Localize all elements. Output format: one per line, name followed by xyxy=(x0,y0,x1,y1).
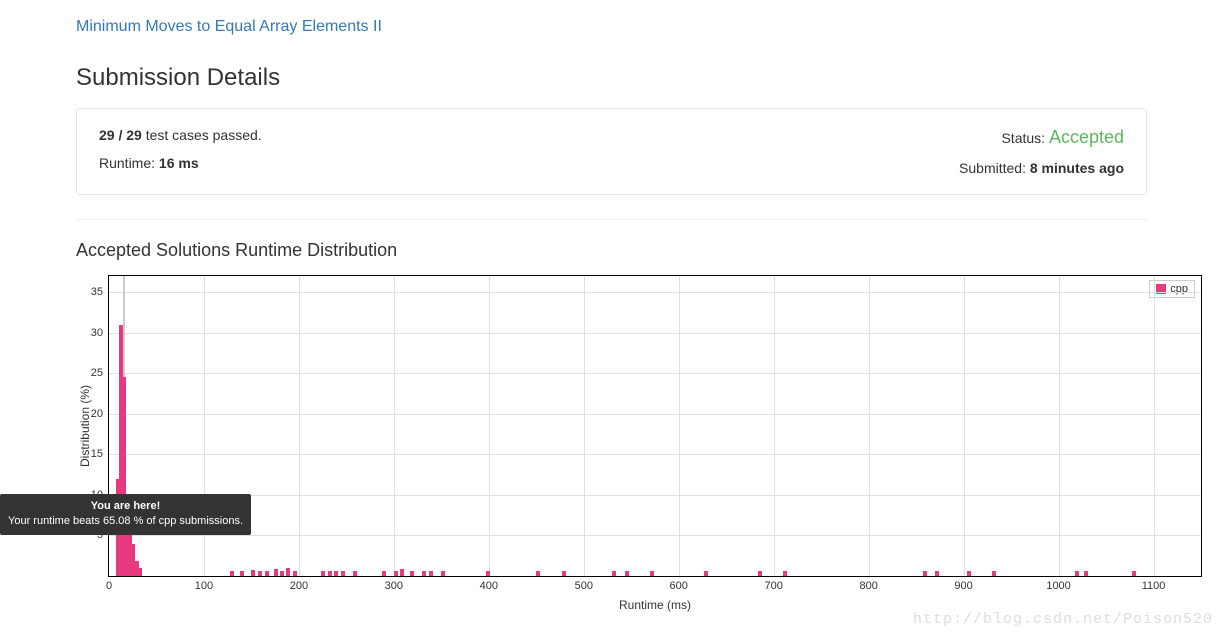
runtime-value: 16 ms xyxy=(159,155,199,171)
chart-legend: cpp xyxy=(1149,280,1195,298)
grid-line xyxy=(394,276,395,576)
chart-bar[interactable] xyxy=(286,568,290,576)
chart-bar[interactable] xyxy=(1084,571,1088,576)
testcases-line: 29 / 29 test cases passed. xyxy=(99,127,262,143)
testcases-passed-count: 29 / 29 xyxy=(99,127,142,143)
grid-line xyxy=(109,454,1201,455)
grid-line xyxy=(109,535,1201,536)
x-tick-label: 1100 xyxy=(1142,580,1166,592)
chart-bar[interactable] xyxy=(280,571,284,576)
x-tick-label: 400 xyxy=(480,580,498,592)
grid-line xyxy=(109,495,1201,496)
chart-bar[interactable] xyxy=(758,571,762,576)
grid-line xyxy=(109,292,1201,293)
chart-bar[interactable] xyxy=(138,568,142,576)
submission-details-box: 29 / 29 test cases passed. Runtime: 16 m… xyxy=(76,108,1147,195)
grid-line xyxy=(1154,276,1155,576)
section-title: Submission Details xyxy=(76,64,1147,92)
grid-line xyxy=(1059,276,1060,576)
chart-bar[interactable] xyxy=(1132,571,1136,576)
tooltip-body: Your runtime beats 65.08 % of cpp submis… xyxy=(8,514,243,529)
grid-line xyxy=(584,276,585,576)
chart-bar[interactable] xyxy=(321,571,325,576)
grid-line xyxy=(109,333,1201,334)
chart-bar[interactable] xyxy=(258,571,262,576)
chart-bar[interactable] xyxy=(992,571,996,576)
chart-bar[interactable] xyxy=(394,571,398,576)
chart-bar[interactable] xyxy=(328,571,332,576)
grid-line xyxy=(774,276,775,576)
chart-bar[interactable] xyxy=(429,571,433,576)
chart-bar[interactable] xyxy=(935,571,939,576)
grid-line xyxy=(679,276,680,576)
chart-bar[interactable] xyxy=(486,571,490,576)
y-tick-label: 15 xyxy=(91,448,103,460)
runtime-line: Runtime: 16 ms xyxy=(99,155,262,171)
x-tick-label: 1000 xyxy=(1046,580,1070,592)
chart-bar[interactable] xyxy=(536,571,540,576)
x-axis-label: Runtime (ms) xyxy=(619,598,691,612)
chart-bar[interactable] xyxy=(625,571,629,576)
problem-title-link[interactable]: Minimum Moves to Equal Array Elements II xyxy=(76,18,382,35)
chart-bar[interactable] xyxy=(341,571,345,576)
y-tick-label: 20 xyxy=(91,408,103,420)
x-tick-label: 0 xyxy=(106,580,112,592)
chart-bar[interactable] xyxy=(1075,571,1079,576)
chart-bar[interactable] xyxy=(382,571,386,576)
chart-bar[interactable] xyxy=(422,571,426,576)
status-value: Accepted xyxy=(1049,127,1124,147)
chart-bar[interactable] xyxy=(230,571,234,576)
chart-bar[interactable] xyxy=(562,571,566,576)
submitted-label: Submitted: xyxy=(959,160,1030,176)
divider xyxy=(76,219,1147,220)
y-tick-label: 30 xyxy=(91,327,103,339)
x-tick-label: 200 xyxy=(290,580,308,592)
chart-bar[interactable] xyxy=(265,571,269,576)
runtime-distribution-chart[interactable]: Distribution (%) Runtime (ms) cpp 510152… xyxy=(108,275,1202,577)
y-tick-label: 25 xyxy=(91,367,103,379)
chart-bar[interactable] xyxy=(353,571,357,576)
chart-bar[interactable] xyxy=(441,571,445,576)
grid-line xyxy=(964,276,965,576)
submitted-value: 8 minutes ago xyxy=(1030,160,1124,176)
chart-title: Accepted Solutions Runtime Distribution xyxy=(76,240,1147,261)
chart-bar[interactable] xyxy=(704,571,708,576)
chart-bar[interactable] xyxy=(967,571,971,576)
status-label: Status: xyxy=(1001,130,1048,146)
chart-bar[interactable] xyxy=(274,569,278,576)
grid-line xyxy=(869,276,870,576)
x-tick-label: 500 xyxy=(575,580,593,592)
chart-bar[interactable] xyxy=(251,570,255,576)
x-tick-label: 800 xyxy=(859,580,877,592)
submitted-line: Submitted: 8 minutes ago xyxy=(959,160,1124,176)
tooltip-title: You are here! xyxy=(8,499,243,514)
chart-bar[interactable] xyxy=(400,569,404,576)
x-tick-label: 600 xyxy=(670,580,688,592)
you-are-here-tooltip: You are here! Your runtime beats 65.08 %… xyxy=(0,494,251,535)
status-line: Status: Accepted xyxy=(959,127,1124,148)
x-tick-label: 900 xyxy=(954,580,972,592)
chart-bar[interactable] xyxy=(334,571,338,576)
chart-bar[interactable] xyxy=(923,571,927,576)
chart-bar[interactable] xyxy=(410,571,414,576)
testcases-label: test cases passed. xyxy=(142,127,262,143)
grid-line xyxy=(109,414,1201,415)
chart-bar[interactable] xyxy=(783,571,787,576)
x-tick-label: 100 xyxy=(195,580,213,592)
runtime-label: Runtime: xyxy=(99,155,159,171)
chart-bar[interactable] xyxy=(612,571,616,576)
watermark: http://blog.csdn.net/Poison520 xyxy=(913,611,1213,628)
y-tick-label: 35 xyxy=(91,286,103,298)
grid-line xyxy=(299,276,300,576)
chart-bar[interactable] xyxy=(293,571,297,576)
chart-bar[interactable] xyxy=(650,571,654,576)
x-tick-label: 700 xyxy=(765,580,783,592)
grid-line xyxy=(489,276,490,576)
x-tick-label: 300 xyxy=(385,580,403,592)
chart-bar[interactable] xyxy=(240,571,244,576)
grid-line xyxy=(109,373,1201,374)
